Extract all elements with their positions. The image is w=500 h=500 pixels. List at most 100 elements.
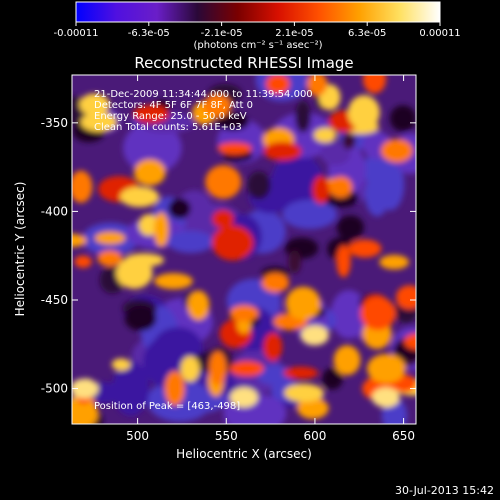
heatmap-cool-blob [363, 151, 390, 187]
heatmap-hot-blob [261, 272, 290, 293]
heatmap-hot-blob [187, 290, 210, 321]
heatmap-hot-blob [132, 104, 170, 124]
heatmap-hot-blob [348, 239, 382, 258]
colorbar-frame [75, 1, 441, 23]
heatmap-peak-blob [371, 387, 400, 408]
annotation-line: Detectors: 4F 5F 6F 7F 8F, Att 0 [94, 100, 253, 111]
colorbar-tick-label: 2.1e-05 [275, 28, 313, 39]
heatmap-hot-blob [180, 356, 200, 382]
colorbar-tick-label: 6.3e-05 [348, 28, 386, 39]
peak-label: Position of Peak = [463,-498] [94, 401, 240, 412]
heatmap-hot-blob [202, 94, 232, 118]
heatmap-hot-blob [363, 75, 386, 94]
heatmap-cool-blob [282, 199, 338, 230]
heatmap-hot-blob [312, 175, 330, 204]
annotation-line: 21-Dec-2009 11:34:44.000 to 11:39:54.000 [94, 89, 313, 100]
heatmap-hot-blob [336, 245, 351, 278]
y-axis: -350 -400 -450 -500 [41, 116, 416, 396]
heatmap-hot-blob [404, 333, 416, 350]
annotation-line: Energy Range: 25.0 - 50.0 keV [94, 111, 247, 122]
heatmap-dark-blob [288, 250, 301, 274]
y-tick-label: -500 [41, 382, 68, 396]
heatmap-hot-blob [80, 112, 117, 132]
heatmap-hot-blob [124, 253, 165, 267]
heatmap-hot-blob [212, 209, 234, 229]
heatmap-hot-blob [111, 358, 131, 371]
annotations: 21-Dec-2009 11:34:44.000 to 11:39:54.000… [94, 89, 313, 133]
heatmap-hot-blob [347, 95, 380, 130]
heatmap-dark-blob [168, 198, 191, 219]
heatmap-peak-blob [72, 378, 99, 399]
heatmap-cool-blob [112, 361, 150, 416]
heatmap-hot-blob [133, 159, 166, 186]
heatmap-hot-blob [396, 285, 416, 310]
annotation-line: Clean Total counts: 5.61E+03 [94, 122, 242, 133]
heatmap-dark-blob [247, 171, 271, 200]
heatmap-hot-blob [74, 255, 92, 268]
heatmap-hot-blob [211, 225, 254, 261]
colorbar-tick-label: -6.3e-05 [128, 28, 170, 39]
heatmap-hot-blob [229, 305, 259, 322]
heatmap-hot-blob [72, 234, 87, 247]
heatmap-hot-blob [366, 353, 406, 384]
chart-title: Reconstructed RHESSI Image [134, 54, 353, 72]
heatmap-hot-blob [120, 186, 160, 208]
heatmap-hot-blob [297, 397, 329, 420]
heatmap-hot-blob [333, 345, 361, 376]
heatmap-dark-blob [124, 305, 157, 331]
heatmap-hot-blob [72, 170, 93, 203]
heatmap-hot-blob [263, 141, 302, 161]
heatmap-hot-blob [205, 165, 242, 199]
heatmap-cool-blob [167, 230, 214, 254]
y-tick-label: -400 [41, 204, 68, 218]
heatmap-hot-blob [307, 75, 328, 96]
heatmap-hot-blob [138, 214, 159, 236]
x-tick-label: 600 [303, 429, 326, 443]
y-axis-label: Heliocentric Y (arcsec) [13, 182, 27, 317]
y-tick-label: -350 [41, 116, 68, 130]
heatmap-cool-blob [256, 364, 295, 386]
heatmap-cool-blob [319, 142, 351, 166]
heatmap-hot-blob [284, 383, 324, 402]
heatmap-hot-blob [379, 254, 410, 270]
heatmap-hot-blob [283, 366, 319, 380]
heatmap-cool-blob [330, 289, 368, 339]
heatmap-dark-blob [322, 367, 343, 390]
heatmap-hot-blob [229, 361, 264, 377]
heatmap-hot-blob [97, 250, 123, 267]
heatmap-hot-blob [72, 397, 99, 424]
colorbar-units: (photons cm⁻² s⁻¹ asec⁻²) [193, 40, 322, 51]
x-tick-label: 500 [126, 429, 149, 443]
heatmap-dark-blob [389, 105, 416, 132]
colorbar-tick-label: -0.00011 [54, 28, 99, 39]
heatmap-hot-blob [265, 75, 290, 95]
heatmap-dark-blob [295, 100, 311, 133]
heatmap-peak-blob [230, 387, 258, 408]
heatmap-hot-blob [209, 351, 227, 386]
colorbar-tick-label: 0.00011 [419, 28, 460, 39]
heatmap-hot-blob [217, 142, 252, 155]
heatmap-hot-blob [79, 93, 110, 116]
heatmap-dark-blob [216, 113, 249, 131]
colorbar-tick-label: -2.1e-05 [201, 28, 243, 39]
heatmap-hot-blob [164, 370, 185, 406]
heatmap-hot-blob [153, 212, 169, 248]
colorbar-ticks: -0.00011 -6.3e-05 -2.1e-05 2.1e-05 6.3e-05 0.… [54, 22, 461, 39]
heatmap-hot-blob [94, 231, 126, 245]
x-tick-label: 550 [215, 429, 238, 443]
heatmap-dark-blob [342, 132, 356, 150]
heatmap-hot-blob [285, 286, 321, 320]
heatmap-hot-blob [360, 296, 396, 331]
heatmap-hot-blob [328, 176, 353, 198]
heatmap-dark-blob [336, 215, 365, 240]
x-tick-label: 650 [392, 429, 415, 443]
x-axis-label: Heliocentric X (arcsec) [176, 447, 312, 461]
y-tick-label: -450 [41, 293, 68, 307]
heatmap-hot-blob [154, 273, 193, 290]
heatmap-image [72, 75, 416, 424]
colorbar [76, 2, 440, 22]
heatmap-hot-blob [380, 138, 413, 163]
plot-frame [71, 74, 417, 425]
x-axis: 500 550 600 650 [126, 75, 415, 443]
